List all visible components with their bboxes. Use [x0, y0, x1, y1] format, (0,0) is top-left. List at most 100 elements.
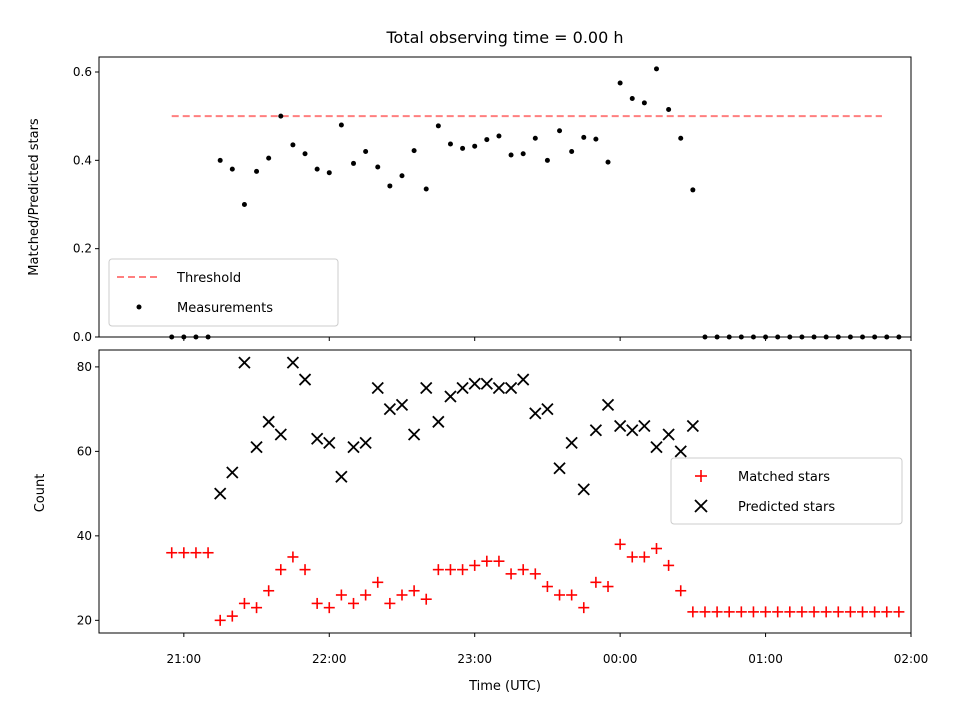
matched-star-point [178, 547, 190, 559]
top-axes-frame [98, 56, 912, 338]
matched-star-point [481, 555, 493, 567]
predicted-star-point [383, 402, 397, 416]
predicted-star-point [638, 419, 651, 433]
predicted-star-point [565, 436, 578, 450]
predicted-star-point [613, 419, 627, 433]
measurement-point [520, 151, 526, 157]
matched-star-point [396, 589, 408, 601]
predicted-star-point [504, 381, 518, 395]
measurement-point [872, 334, 878, 340]
measurement-point [775, 334, 781, 340]
matched-star-point [335, 589, 347, 601]
measurement-point [811, 334, 817, 340]
measurement-point [617, 80, 623, 86]
matched-star-point [263, 585, 275, 597]
measurement-point [860, 334, 866, 340]
measurement-point [351, 160, 357, 166]
matched-star-point [384, 597, 396, 609]
predicted-star-point [371, 381, 384, 395]
matched-star-point [808, 606, 820, 618]
measurement-point [787, 334, 793, 340]
predicted-star-point [238, 356, 251, 369]
predicted-star-point [311, 432, 324, 445]
measurement-point [726, 334, 732, 340]
matched-star-point [408, 585, 420, 597]
matched-star-point [784, 606, 796, 618]
legend-measurements-label: Measurements [177, 301, 273, 316]
measurement-point [326, 170, 332, 176]
measurement-point [217, 157, 223, 163]
predicted-star-point [601, 398, 615, 412]
predicted-star-point [626, 424, 639, 437]
measurement-point [423, 186, 429, 192]
bottom-y-tick-label: 80 [77, 360, 92, 374]
measurement-point [763, 334, 769, 340]
matched-star-point [723, 606, 735, 618]
measurement-point [472, 143, 478, 149]
matched-star-point [796, 606, 808, 618]
measurement-point [847, 334, 853, 340]
measurement-point [484, 137, 490, 143]
bottom-x-ticks: 21:00 22:00 23:00 00:00 01:00 02:00 [167, 633, 929, 666]
bottom-y-tick-label: 40 [77, 529, 92, 543]
measurement-point [714, 334, 720, 340]
measurement-point [314, 166, 320, 172]
predicted-star-point [335, 470, 348, 483]
top-y-label: Matched/Predicted stars [27, 118, 42, 276]
predicted-star-point [298, 373, 312, 386]
matched-star-point [554, 589, 566, 601]
measurement-point [702, 334, 708, 340]
matched-star-point [663, 559, 675, 571]
measurement-point [896, 334, 902, 340]
measurement-point [799, 334, 805, 340]
bottom-y-tick-label: 20 [77, 613, 92, 627]
bottom-axes-frame [98, 349, 912, 634]
measurement-point [266, 155, 272, 161]
matched-star-point [699, 606, 711, 618]
matched-star-point [844, 606, 856, 618]
matched-star-point [711, 606, 723, 618]
matched-star-point [566, 589, 578, 601]
measurement-point [508, 152, 514, 158]
predicted-stars-points [214, 356, 699, 500]
top-y-tick-label: 0.2 [73, 242, 92, 256]
matched-star-point [202, 547, 214, 559]
predicted-star-point [553, 462, 566, 475]
bottom-panel: Count Time (UTC) 20 40 60 80 21:00 22:00 23:0… [33, 349, 929, 694]
matched-star-point [420, 593, 432, 605]
predicted-star-point [517, 373, 530, 386]
bottom-x-tick-label: 02:00 [894, 652, 929, 666]
measurement-point [411, 148, 417, 154]
chart-title: Total observing time = 0.00 h [385, 28, 623, 47]
matched-star-point [590, 576, 602, 588]
predicted-star-point [577, 483, 590, 496]
matched-star-point [432, 564, 444, 576]
matched-star-point [287, 551, 299, 563]
measurement-point [569, 149, 575, 154]
predicted-star-point [274, 428, 287, 441]
measurement-point [605, 159, 611, 165]
measurement-point [593, 136, 599, 142]
matched-star-point [675, 585, 687, 597]
legend-matched-label: Matched stars [738, 470, 830, 485]
matched-star-point [360, 589, 372, 601]
matched-star-point [457, 564, 469, 576]
measurement-point [193, 334, 199, 340]
measurement-points [169, 66, 902, 340]
bottom-y-tick-label: 60 [77, 444, 92, 458]
measurement-point [169, 334, 175, 340]
predicted-star-point [407, 428, 421, 441]
bottom-x-tick-label: 23:00 [457, 652, 492, 666]
measurement-point [557, 128, 563, 134]
matched-star-point [578, 602, 590, 614]
measurement-point [241, 202, 247, 207]
measurement-point [581, 134, 587, 140]
measurement-point [641, 100, 647, 106]
bottom-x-tick-label: 00:00 [603, 652, 638, 666]
predicted-star-point [480, 377, 493, 390]
x-axis-label: Time (UTC) [468, 679, 541, 694]
predicted-star-point [686, 419, 699, 433]
predicted-star-point [456, 381, 469, 395]
matched-star-point [602, 581, 614, 593]
